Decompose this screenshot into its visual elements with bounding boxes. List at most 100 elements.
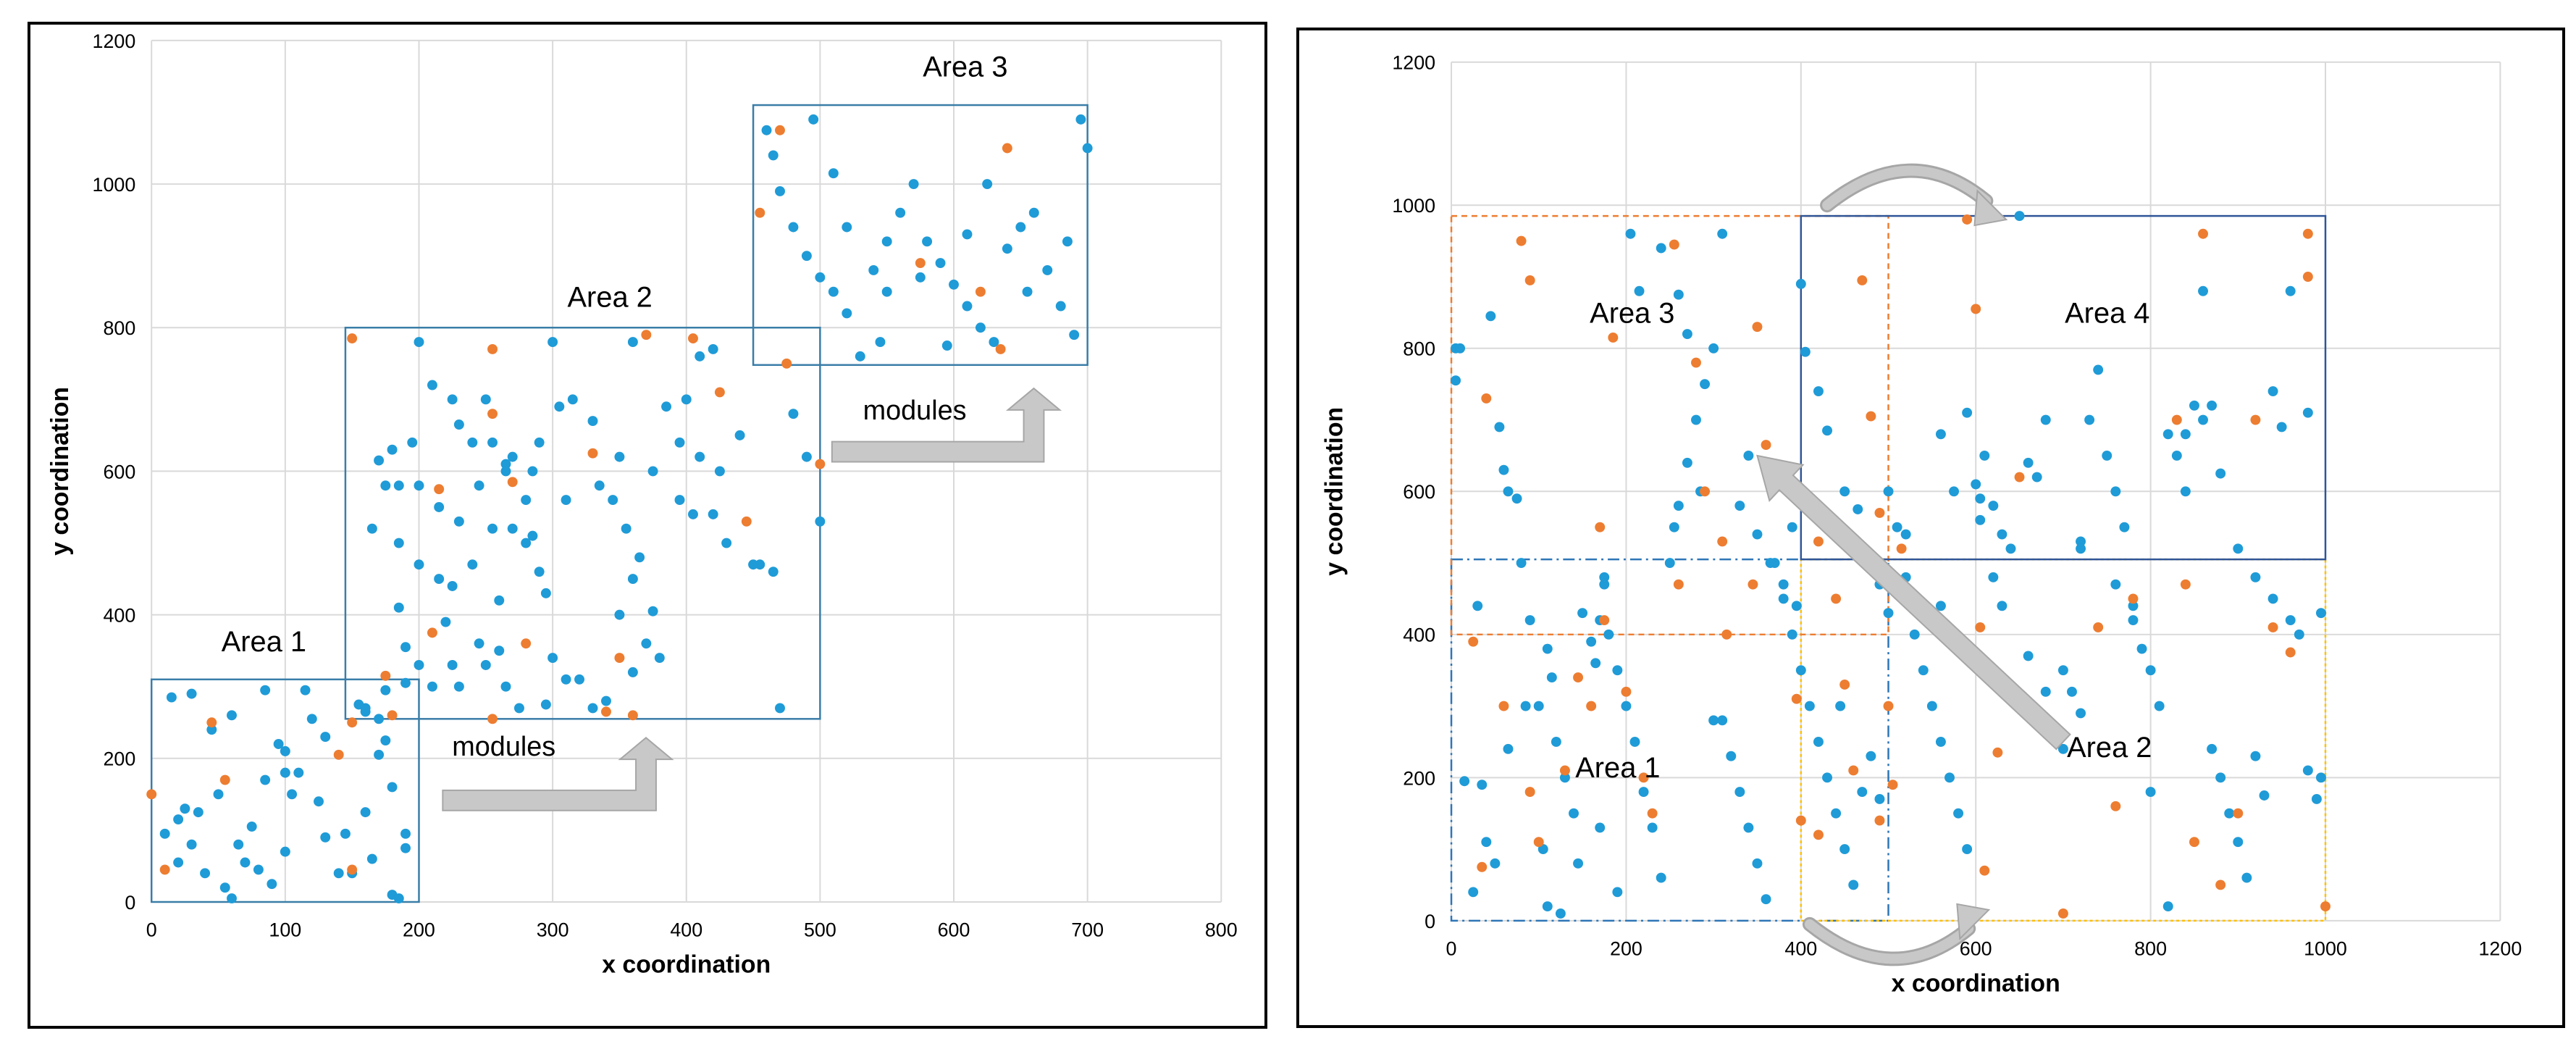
area-box — [1800, 214, 2327, 561]
data-point-blue — [2180, 486, 2191, 497]
data-point-orange — [1962, 214, 1973, 225]
data-point-orange — [2198, 228, 2208, 239]
data-point-blue — [280, 767, 290, 778]
x-tick-label: 0 — [1446, 938, 1457, 960]
data-point-orange — [487, 409, 498, 419]
data-point-blue — [1752, 858, 1763, 869]
data-point-blue — [1708, 343, 1719, 354]
data-point-blue — [213, 789, 224, 800]
data-point-blue — [1595, 822, 1606, 833]
data-point-orange — [1874, 507, 1885, 518]
data-point-blue — [634, 552, 645, 563]
data-point-orange — [521, 638, 532, 649]
data-point-orange — [2267, 622, 2278, 632]
data-point-blue — [400, 828, 411, 839]
x-tick-label: 700 — [1071, 919, 1104, 941]
data-point-blue — [1761, 894, 1771, 905]
curved-arrow-fill — [1822, 165, 1992, 211]
data-point-blue — [561, 495, 571, 506]
data-point-blue — [2215, 772, 2226, 783]
data-point-blue — [360, 703, 371, 714]
data-point-blue — [614, 609, 625, 620]
data-point-orange — [380, 670, 391, 681]
data-point-blue — [2315, 608, 2326, 619]
data-point-blue — [2076, 543, 2086, 554]
data-point-blue — [474, 480, 484, 491]
data-point-blue — [627, 337, 638, 348]
data-point-blue — [521, 495, 532, 506]
data-point-orange — [1857, 275, 1868, 285]
data-point-blue — [708, 344, 718, 354]
data-point-blue — [1638, 787, 1649, 798]
area-label: Area 1 — [1575, 752, 1660, 784]
data-point-blue — [1673, 501, 1684, 511]
y-tick-label: 600 — [103, 461, 135, 482]
data-point-blue — [962, 229, 973, 240]
data-point-orange — [1721, 629, 1732, 640]
data-point-orange — [427, 627, 437, 638]
data-point-blue — [1015, 222, 1026, 233]
data-point-orange — [2189, 837, 2199, 848]
data-point-blue — [2207, 400, 2218, 411]
data-point-blue — [1717, 228, 1728, 239]
data-point-blue — [775, 186, 785, 196]
data-point-blue — [434, 502, 445, 512]
data-point-blue — [314, 796, 324, 807]
data-point-blue — [206, 724, 217, 735]
data-point-blue — [627, 574, 638, 585]
data-point-blue — [480, 394, 491, 405]
curved-arrow-head — [1956, 903, 1991, 940]
data-point-blue — [881, 286, 892, 297]
data-point-blue — [2084, 414, 2095, 425]
data-point-orange — [333, 749, 344, 760]
data-point-orange — [206, 717, 217, 728]
data-point-orange — [627, 710, 638, 721]
data-point-blue — [1926, 701, 1937, 711]
data-point-orange — [1866, 411, 1876, 422]
data-point-blue — [1612, 887, 1623, 898]
data-point-blue — [2110, 486, 2121, 497]
data-point-blue — [2171, 450, 2182, 461]
data-point-orange — [755, 207, 765, 218]
data-point-blue — [2250, 572, 2261, 582]
data-point-blue — [708, 509, 718, 519]
data-point-orange — [2171, 414, 2182, 425]
data-point-blue — [2023, 457, 2034, 468]
data-point-blue — [2180, 429, 2191, 440]
data-point-blue — [941, 341, 952, 351]
data-point-blue — [681, 394, 692, 405]
data-point-orange — [1524, 787, 1535, 798]
data-point-blue — [614, 451, 625, 462]
data-point-blue — [1673, 289, 1684, 300]
data-point-blue — [808, 114, 819, 125]
data-point-blue — [2267, 386, 2278, 396]
data-point-blue — [1599, 579, 1610, 590]
data-point-blue — [2040, 414, 2051, 425]
data-point-blue — [695, 451, 705, 462]
data-point-blue — [320, 732, 331, 743]
area-label: Area 2 — [568, 282, 653, 314]
data-point-orange — [2110, 801, 2121, 811]
data-point-blue — [647, 466, 658, 477]
y-tick-label: 1000 — [93, 174, 136, 196]
data-point-blue — [380, 735, 391, 745]
data-point-blue — [1787, 629, 1797, 640]
data-point-blue — [159, 828, 170, 839]
data-point-blue — [400, 642, 411, 653]
data-point-blue — [374, 455, 385, 466]
data-point-blue — [855, 351, 865, 362]
data-point-blue — [2031, 472, 2042, 482]
data-point-blue — [2276, 422, 2287, 433]
data-point-orange — [741, 516, 752, 527]
data-point-blue — [1503, 486, 1514, 497]
data-point-blue — [1082, 143, 1093, 154]
data-point-blue — [1477, 780, 1488, 790]
data-point-blue — [1490, 858, 1501, 869]
data-point-blue — [1935, 601, 1946, 611]
data-point-blue — [2023, 651, 2034, 661]
data-point-blue — [1848, 880, 1859, 890]
data-point-orange — [2180, 579, 2191, 590]
data-point-blue — [387, 444, 398, 455]
data-point-blue — [1682, 457, 1692, 468]
data-point-orange — [688, 333, 698, 344]
